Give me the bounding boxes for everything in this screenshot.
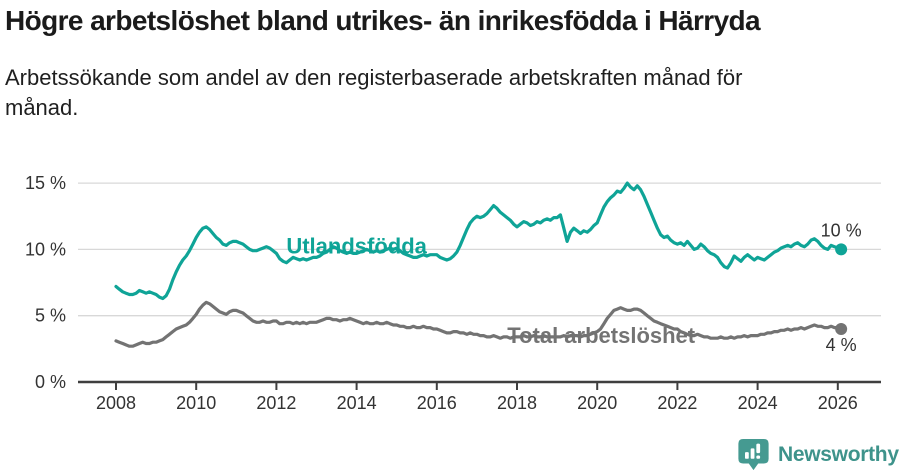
gridlines <box>78 182 881 317</box>
y-axis-label: 5 % <box>35 306 66 326</box>
series-lines <box>114 181 848 348</box>
chart-subtitle: Arbetssökande som andel av den registerb… <box>5 65 743 120</box>
y-axis-label: 0 % <box>35 372 66 392</box>
series-label-total-arbetsloshet: Total arbetslöshet <box>507 323 696 348</box>
x-axis-label: 2018 <box>497 393 537 413</box>
series-label-utlandsfodda: Utlandsfödda <box>286 233 427 258</box>
chart-title: Högre arbetslöshet bland utrikes- än inr… <box>5 5 761 36</box>
newsworthy-brand-link[interactable]: Newsworthy <box>737 438 899 472</box>
newsworthy-wordmark: Newsworthy <box>778 443 899 466</box>
x-axis-label: 2022 <box>657 393 697 413</box>
axes: 0 % 5 % 10 % 15 % 2008 2010 2012 2014 2016 2018 20… <box>25 173 881 413</box>
x-axis-label: 2014 <box>337 393 377 413</box>
x-axis-label: 2012 <box>256 393 296 413</box>
series-end-dot-0 <box>835 243 848 256</box>
series-line-0 <box>114 181 843 301</box>
y-axis-label: 10 % <box>25 239 66 259</box>
x-axis-label: 2024 <box>738 393 778 413</box>
x-axis-label: 2026 <box>818 393 858 413</box>
end-value-label-utlandsfodda: 10 % <box>821 220 862 240</box>
y-axis-label: 15 % <box>25 173 66 193</box>
newsworthy-logo-icon <box>738 438 769 471</box>
x-axis-label: 2008 <box>96 393 136 413</box>
end-value-label-total: 4 % <box>826 335 857 355</box>
x-axis-label: 2010 <box>176 393 216 413</box>
x-axis-label: 2020 <box>577 393 617 413</box>
series-end-dot-1 <box>835 322 848 335</box>
series-line-1 <box>114 300 843 348</box>
x-axis-label: 2016 <box>417 393 457 413</box>
